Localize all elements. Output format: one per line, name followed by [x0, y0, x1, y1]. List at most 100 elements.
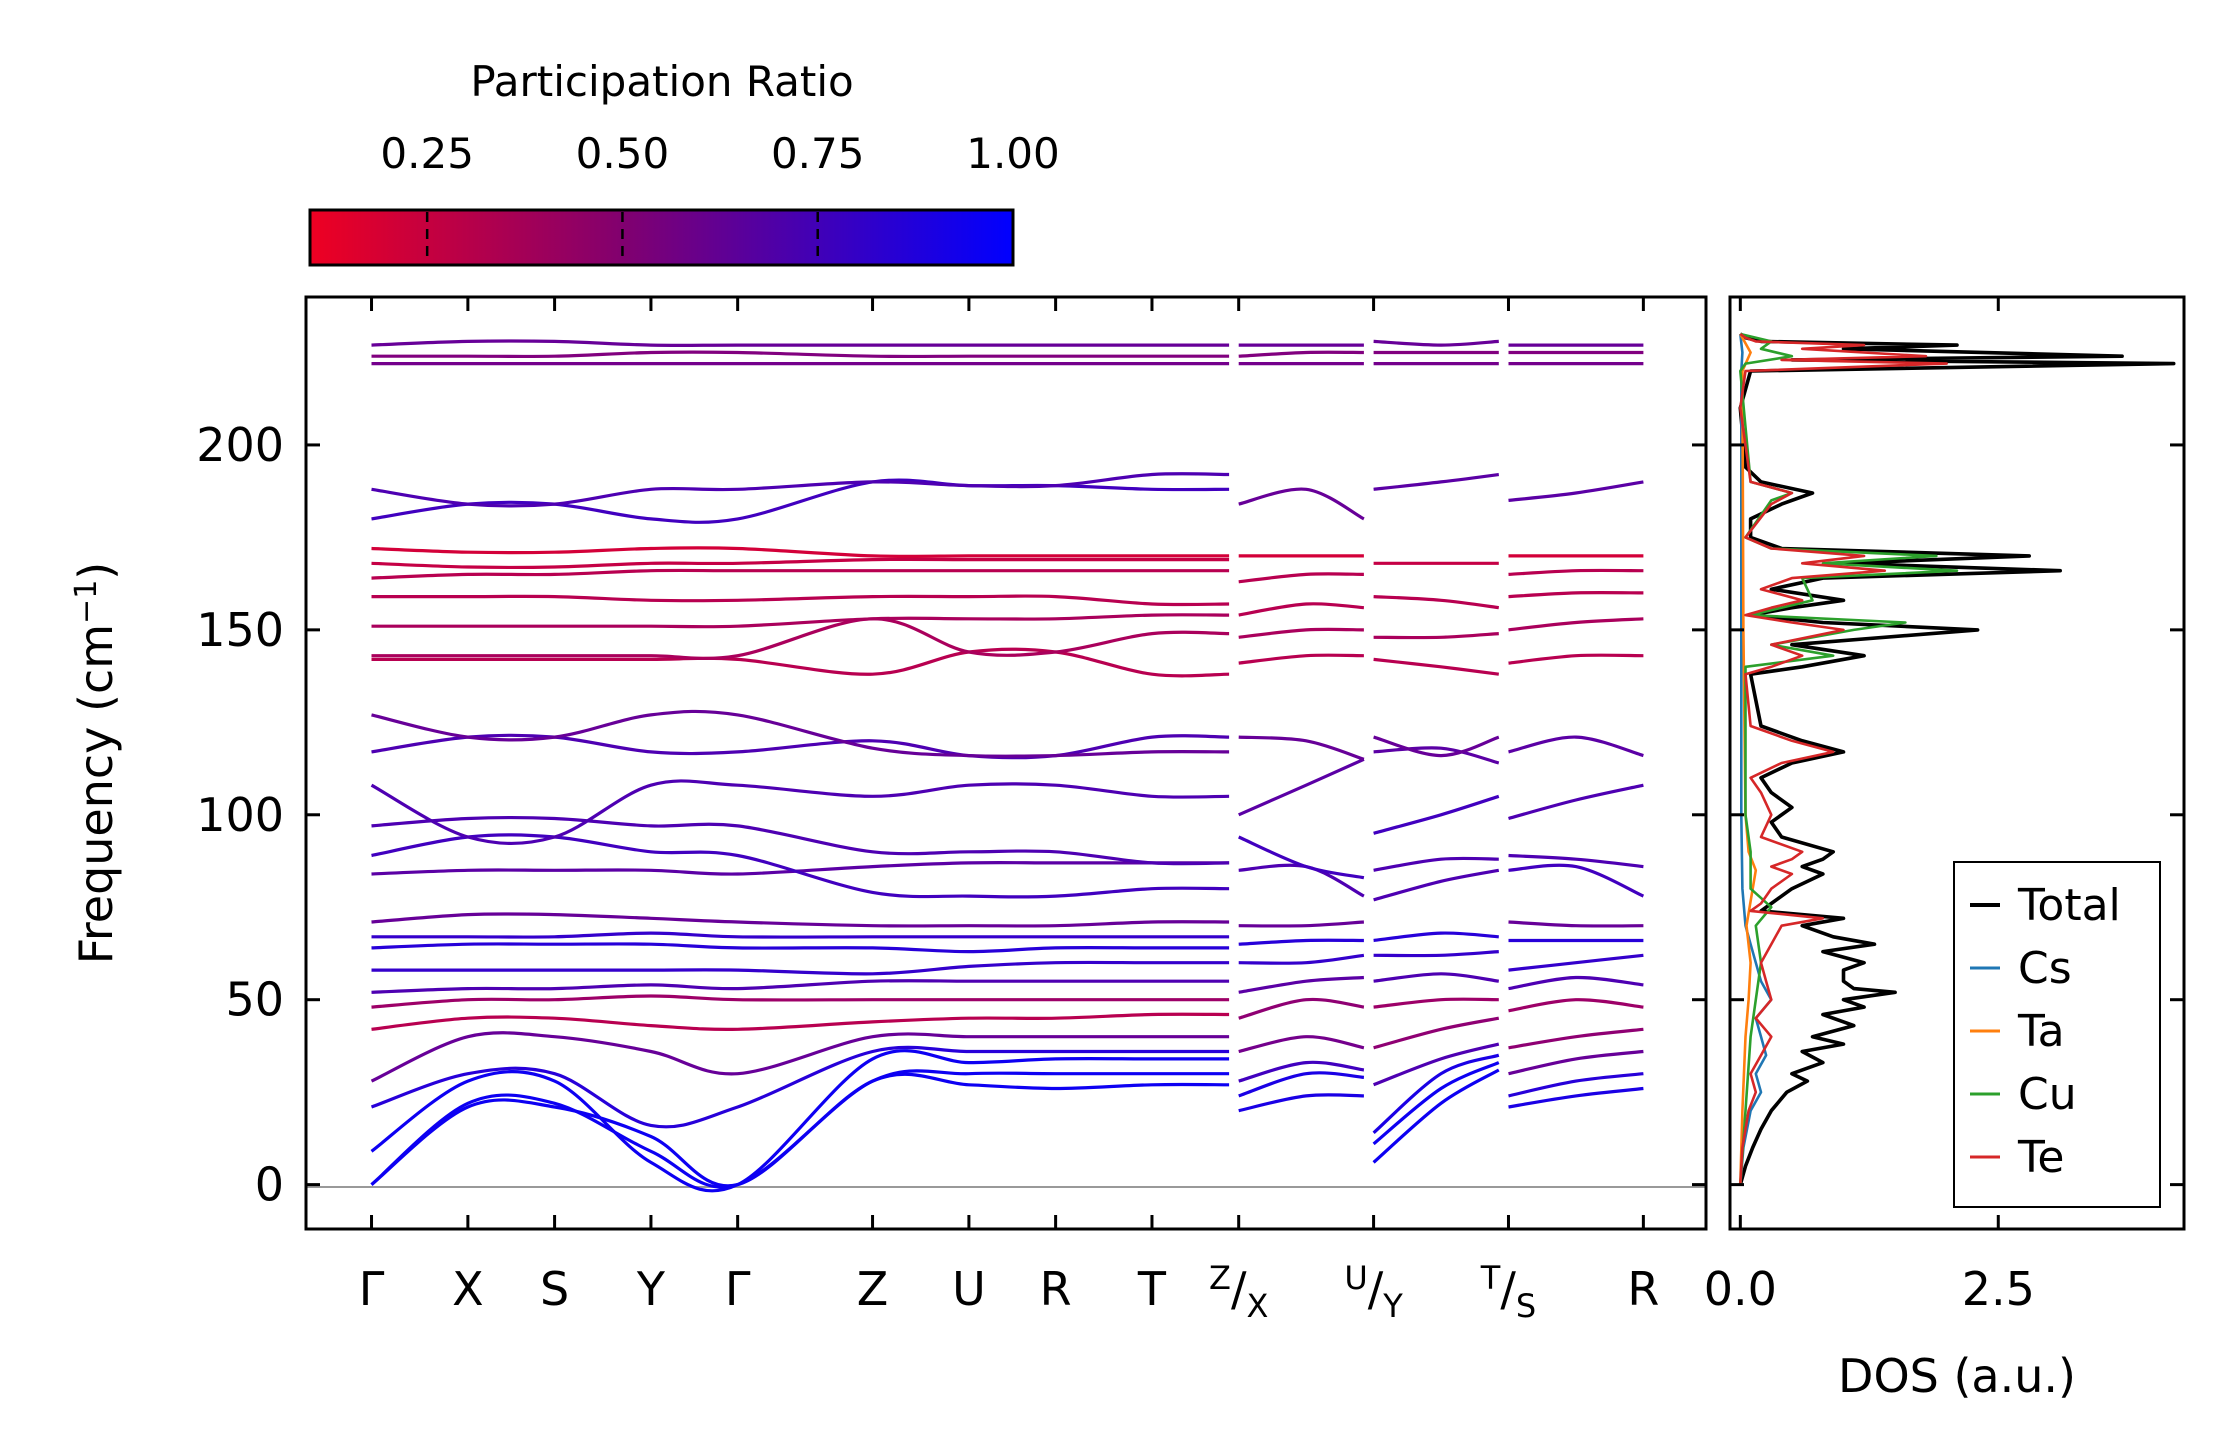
phonon-band: [1508, 863, 1645, 898]
phonon-band: [1238, 757, 1365, 817]
phonon-band: [1508, 853, 1644, 869]
dos-panel: 0.0 2.5 DOS (a.u.) Total Cs Ta Cu Te: [1704, 295, 2186, 1403]
phonon-band: [371, 478, 1230, 524]
dos-curve-total: [1738, 332, 2176, 1186]
phonon-band: [1373, 1042, 1500, 1087]
phonon-band: [1373, 931, 1499, 943]
dos-ticks: 0.0 2.5: [1704, 297, 2184, 1316]
phonon-band: [1238, 920, 1364, 928]
dos-curve-ta: [1739, 333, 1758, 1185]
legend-box: [1953, 861, 2161, 1208]
phonon-band: [1238, 572, 1364, 584]
phonon-band: [1508, 1027, 1644, 1050]
phonon-band: [371, 942, 1230, 954]
legend-label-cs: Cs: [2018, 943, 2072, 994]
phonon-band: [1508, 480, 1644, 502]
phonon-band: [1508, 568, 1644, 576]
x-tick-label-composite: U/Y: [1344, 1259, 1403, 1325]
dos-x-axis-title: DOS (a.u.): [1838, 1349, 2076, 1403]
phonon-band: [371, 568, 1230, 580]
x-tick-label-composite: T/S: [1480, 1259, 1536, 1325]
phonon-bands: [370, 339, 1645, 1193]
phonon-band: [1508, 953, 1644, 972]
band-axes-frame: [304, 295, 1708, 1231]
dos-curves: [1738, 332, 2176, 1186]
colorbar-tick-label: 0.75: [771, 129, 865, 178]
phonon-band: [1373, 868, 1500, 902]
phonon-band: [1508, 998, 1644, 1013]
dos-x-tick-label: 2.5: [1962, 1262, 2035, 1316]
x-tick-label: Z: [857, 1262, 889, 1316]
phonon-band: [1372, 1061, 1500, 1146]
phonon-band: [370, 1049, 1230, 1193]
legend-label-cu: Cu: [2018, 1069, 2077, 1120]
phonon-band: [371, 1012, 1230, 1031]
phonon-band: [371, 617, 1230, 661]
phonon-band: [1238, 1071, 1365, 1098]
colorbar-ticks: [425, 212, 819, 263]
phonon-band: [1238, 1060, 1365, 1083]
phonon-band: [1373, 1016, 1500, 1050]
colorbar-title: Participation Ratio: [470, 57, 853, 106]
phonon-band: [371, 339, 1230, 347]
phonon-band: [1238, 938, 1364, 946]
y-axis-title: Frequency (cm−1): [69, 562, 123, 965]
phonon-band: [1373, 950, 1499, 958]
x-tick-label: Y: [636, 1262, 666, 1316]
phonon-band: [371, 709, 1230, 758]
phonon-band: [1508, 735, 1644, 758]
phonon-band: [1238, 602, 1365, 617]
dos-x-tick-label: 0.0: [1704, 1262, 1777, 1316]
phonon-band: [371, 979, 1230, 994]
x-tick-label: U: [952, 1262, 986, 1316]
phonon-band: [1372, 1068, 1500, 1164]
phonon-band: [1238, 997, 1365, 1020]
phonon-band: [1238, 1035, 1365, 1054]
phonon-band: [1373, 972, 1500, 983]
legend-label-ta: Ta: [2017, 1006, 2065, 1057]
colorbar-gradient: [308, 208, 1015, 267]
phonon-band: [1238, 1093, 1364, 1113]
phonon-band: [1238, 487, 1365, 521]
dos-curve-cu: [1739, 332, 1959, 1185]
phonon-band: [1508, 1049, 1644, 1076]
phonon-band: [370, 1031, 1230, 1083]
colorbar-tick-label: 1.00: [966, 129, 1060, 178]
phonon-band: [1238, 627, 1364, 639]
x-tick-label: S: [540, 1262, 569, 1316]
y-tick-label: 0: [255, 1158, 284, 1212]
phonon-band: [370, 1045, 1230, 1129]
x-tick-label-composite: Z/X: [1209, 1259, 1268, 1325]
phonon-band: [370, 779, 1230, 846]
phonon-band: [371, 546, 1230, 559]
phonon-band: [371, 815, 1230, 866]
phonon-band: [1372, 1053, 1500, 1135]
phonon-band: [1373, 472, 1500, 491]
phonon-band: [1373, 856, 1499, 872]
phonon-band: [370, 1069, 1230, 1189]
phonon-band: [370, 1072, 1230, 1188]
colorbar-tick-labels: 0.25 0.50 0.75 1.00: [380, 129, 1059, 178]
y-tick-label: 50: [225, 973, 284, 1027]
legend-items: Total Cs Ta Cu Te: [1970, 880, 2121, 1183]
phonon-band: [1508, 591, 1644, 599]
phonon-band: [371, 472, 1230, 508]
phonon-band: [1238, 735, 1365, 761]
phonon-band: [1508, 653, 1644, 665]
phonon-band: [371, 594, 1230, 607]
phonon-band: [371, 960, 1230, 976]
phonon-band: [1238, 953, 1365, 965]
band-y-ticks: 0 50 100 150 200: [196, 418, 1706, 1212]
x-tick-label: Γ: [725, 1262, 751, 1316]
dos-axes-frame: [1728, 295, 2186, 1231]
colorbar-tick-label: 0.50: [576, 129, 670, 178]
phonon-band: [371, 613, 1230, 629]
y-tick-label: 150: [196, 603, 284, 657]
phonon-band: [1508, 1072, 1644, 1098]
phonon-band: [1373, 339, 1499, 347]
dos-curve-te: [1739, 332, 1948, 1185]
phonon-band: [1238, 350, 1364, 358]
phonon-band: [371, 350, 1230, 359]
legend: Total Cs Ta Cu Te: [1953, 861, 2161, 1208]
